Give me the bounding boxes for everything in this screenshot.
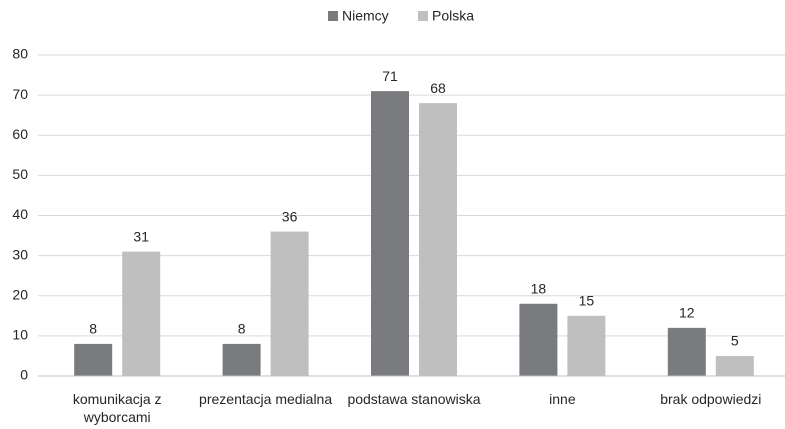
legend-label: Niemcy <box>342 8 389 24</box>
y-tick-label: 60 <box>12 126 28 142</box>
y-tick-label: 70 <box>12 86 28 102</box>
y-tick-label: 50 <box>12 166 28 182</box>
y-tick-label: 80 <box>12 46 28 62</box>
value-label: 18 <box>531 280 547 296</box>
value-label: 31 <box>133 228 149 244</box>
value-label: 36 <box>282 208 298 224</box>
y-tick-label: 10 <box>12 327 28 343</box>
x-tick-label: brak odpowiedzi <box>660 391 762 407</box>
legend-label: Polska <box>432 8 474 24</box>
y-tick-label: 20 <box>12 286 28 302</box>
bar <box>222 343 261 376</box>
x-tick-label: inne <box>549 391 576 407</box>
x-tick-label: podstawa stanowiska <box>347 391 481 407</box>
value-label: 71 <box>382 68 398 84</box>
bar <box>667 327 706 376</box>
bar <box>122 251 161 376</box>
bar <box>519 303 558 376</box>
y-tick-label: 0 <box>20 367 28 383</box>
legend-swatch <box>418 11 428 21</box>
value-label: 12 <box>679 305 695 321</box>
bar <box>371 91 409 377</box>
bar <box>715 355 754 376</box>
value-label: 8 <box>238 321 246 337</box>
y-tick-label: 40 <box>12 206 28 222</box>
y-tick-label: 30 <box>12 246 28 262</box>
bar <box>419 103 457 377</box>
legend-swatch <box>328 11 338 21</box>
bar <box>74 343 113 376</box>
bar <box>270 231 309 376</box>
value-label: 15 <box>579 293 595 309</box>
value-label: 68 <box>430 80 446 96</box>
x-tick-label: prezentacja medialna <box>199 391 333 407</box>
x-tick-label: komunikacja z wyborcami <box>72 391 162 425</box>
value-label: 5 <box>731 333 739 349</box>
value-label: 8 <box>89 321 97 337</box>
bar <box>567 315 606 376</box>
